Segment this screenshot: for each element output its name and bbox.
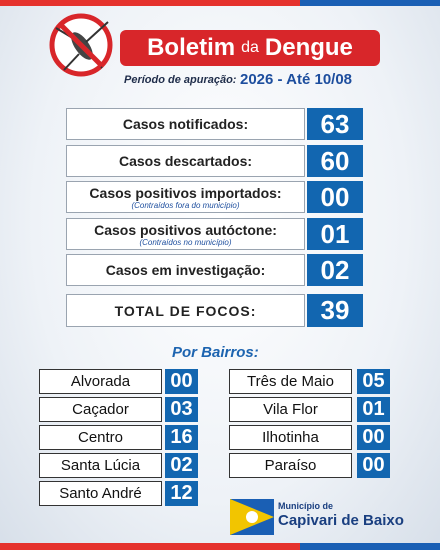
top-stripe [300,0,440,6]
bairro-name: Alvorada [39,369,162,394]
bairro-name: Ilhotinha [229,425,352,450]
bairro-name: Centro [39,425,162,450]
bairro-value: 00 [357,425,390,450]
bairro-value: 00 [357,453,390,478]
stat-label: Casos notificados: [122,116,249,132]
bairro-value: 01 [357,397,390,422]
bairro-value: 12 [165,481,198,506]
total-label: TOTAL DE FOCOS: [114,302,257,319]
bottom-stripe [0,543,300,550]
bairro-name: Vila Flor [229,397,352,422]
stat-label-box: Casos positivos autóctone: (Contraídos no… [66,218,305,250]
stat-value: 00 [307,181,363,213]
stat-label-box: Casos descartados: [66,145,305,177]
bairro-value: 00 [165,369,198,394]
mosquito-icon [49,13,113,77]
bairro-value: 02 [165,453,198,478]
title: da [241,39,259,56]
bairro-value: 05 [357,369,390,394]
footer-line1: Município de [278,501,333,511]
stat-value: 02 [307,254,363,286]
bairro-name: Caçador [39,397,162,422]
bottom-stripe [300,543,440,550]
stat-label-box: Casos notificados: [66,108,305,140]
stat-label: Casos em investigação: [105,262,266,278]
stat-value: 63 [307,108,363,140]
bairro-name: Santa Lúcia [39,453,162,478]
total-value: 39 [307,294,363,327]
bairro-name: Santo André [39,481,162,506]
stat-label: Casos descartados: [118,153,253,169]
title-box: Boletim da Dengue [120,30,380,66]
logo-mark [230,499,274,535]
bairro-name: Paraíso [229,453,352,478]
stat-label: Casos positivos autóctone: [94,221,277,238]
stat-label-box: Casos positivos importados: (Contraídos f… [66,181,305,213]
total-label-box: TOTAL DE FOCOS: [66,294,305,327]
period-label: Período de apuração: [124,74,237,86]
bairro-value: 03 [165,397,198,422]
period: 2026 - Até 10/08 [240,71,353,88]
title: Dengue [264,34,353,61]
bairro-name: Três de Maio [229,369,352,394]
bairro-value: 16 [165,425,198,450]
logo: Município de Capivari de Baixo [230,497,404,537]
stat-note: (Contraídos fora do município) [131,200,240,210]
title: Boletim [147,34,236,61]
stat-note: (Contraídos no município) [139,237,232,247]
bairros-title: Por Bairros: [172,344,259,361]
stat-value: 60 [307,145,363,177]
stat-label: Casos positivos importados: [89,184,282,201]
footer-line2: Capivari de Baixo [278,512,404,529]
stat-value: 01 [307,218,363,250]
stat-label-box: Casos em investigação: [66,254,305,286]
top-stripe [0,0,300,6]
